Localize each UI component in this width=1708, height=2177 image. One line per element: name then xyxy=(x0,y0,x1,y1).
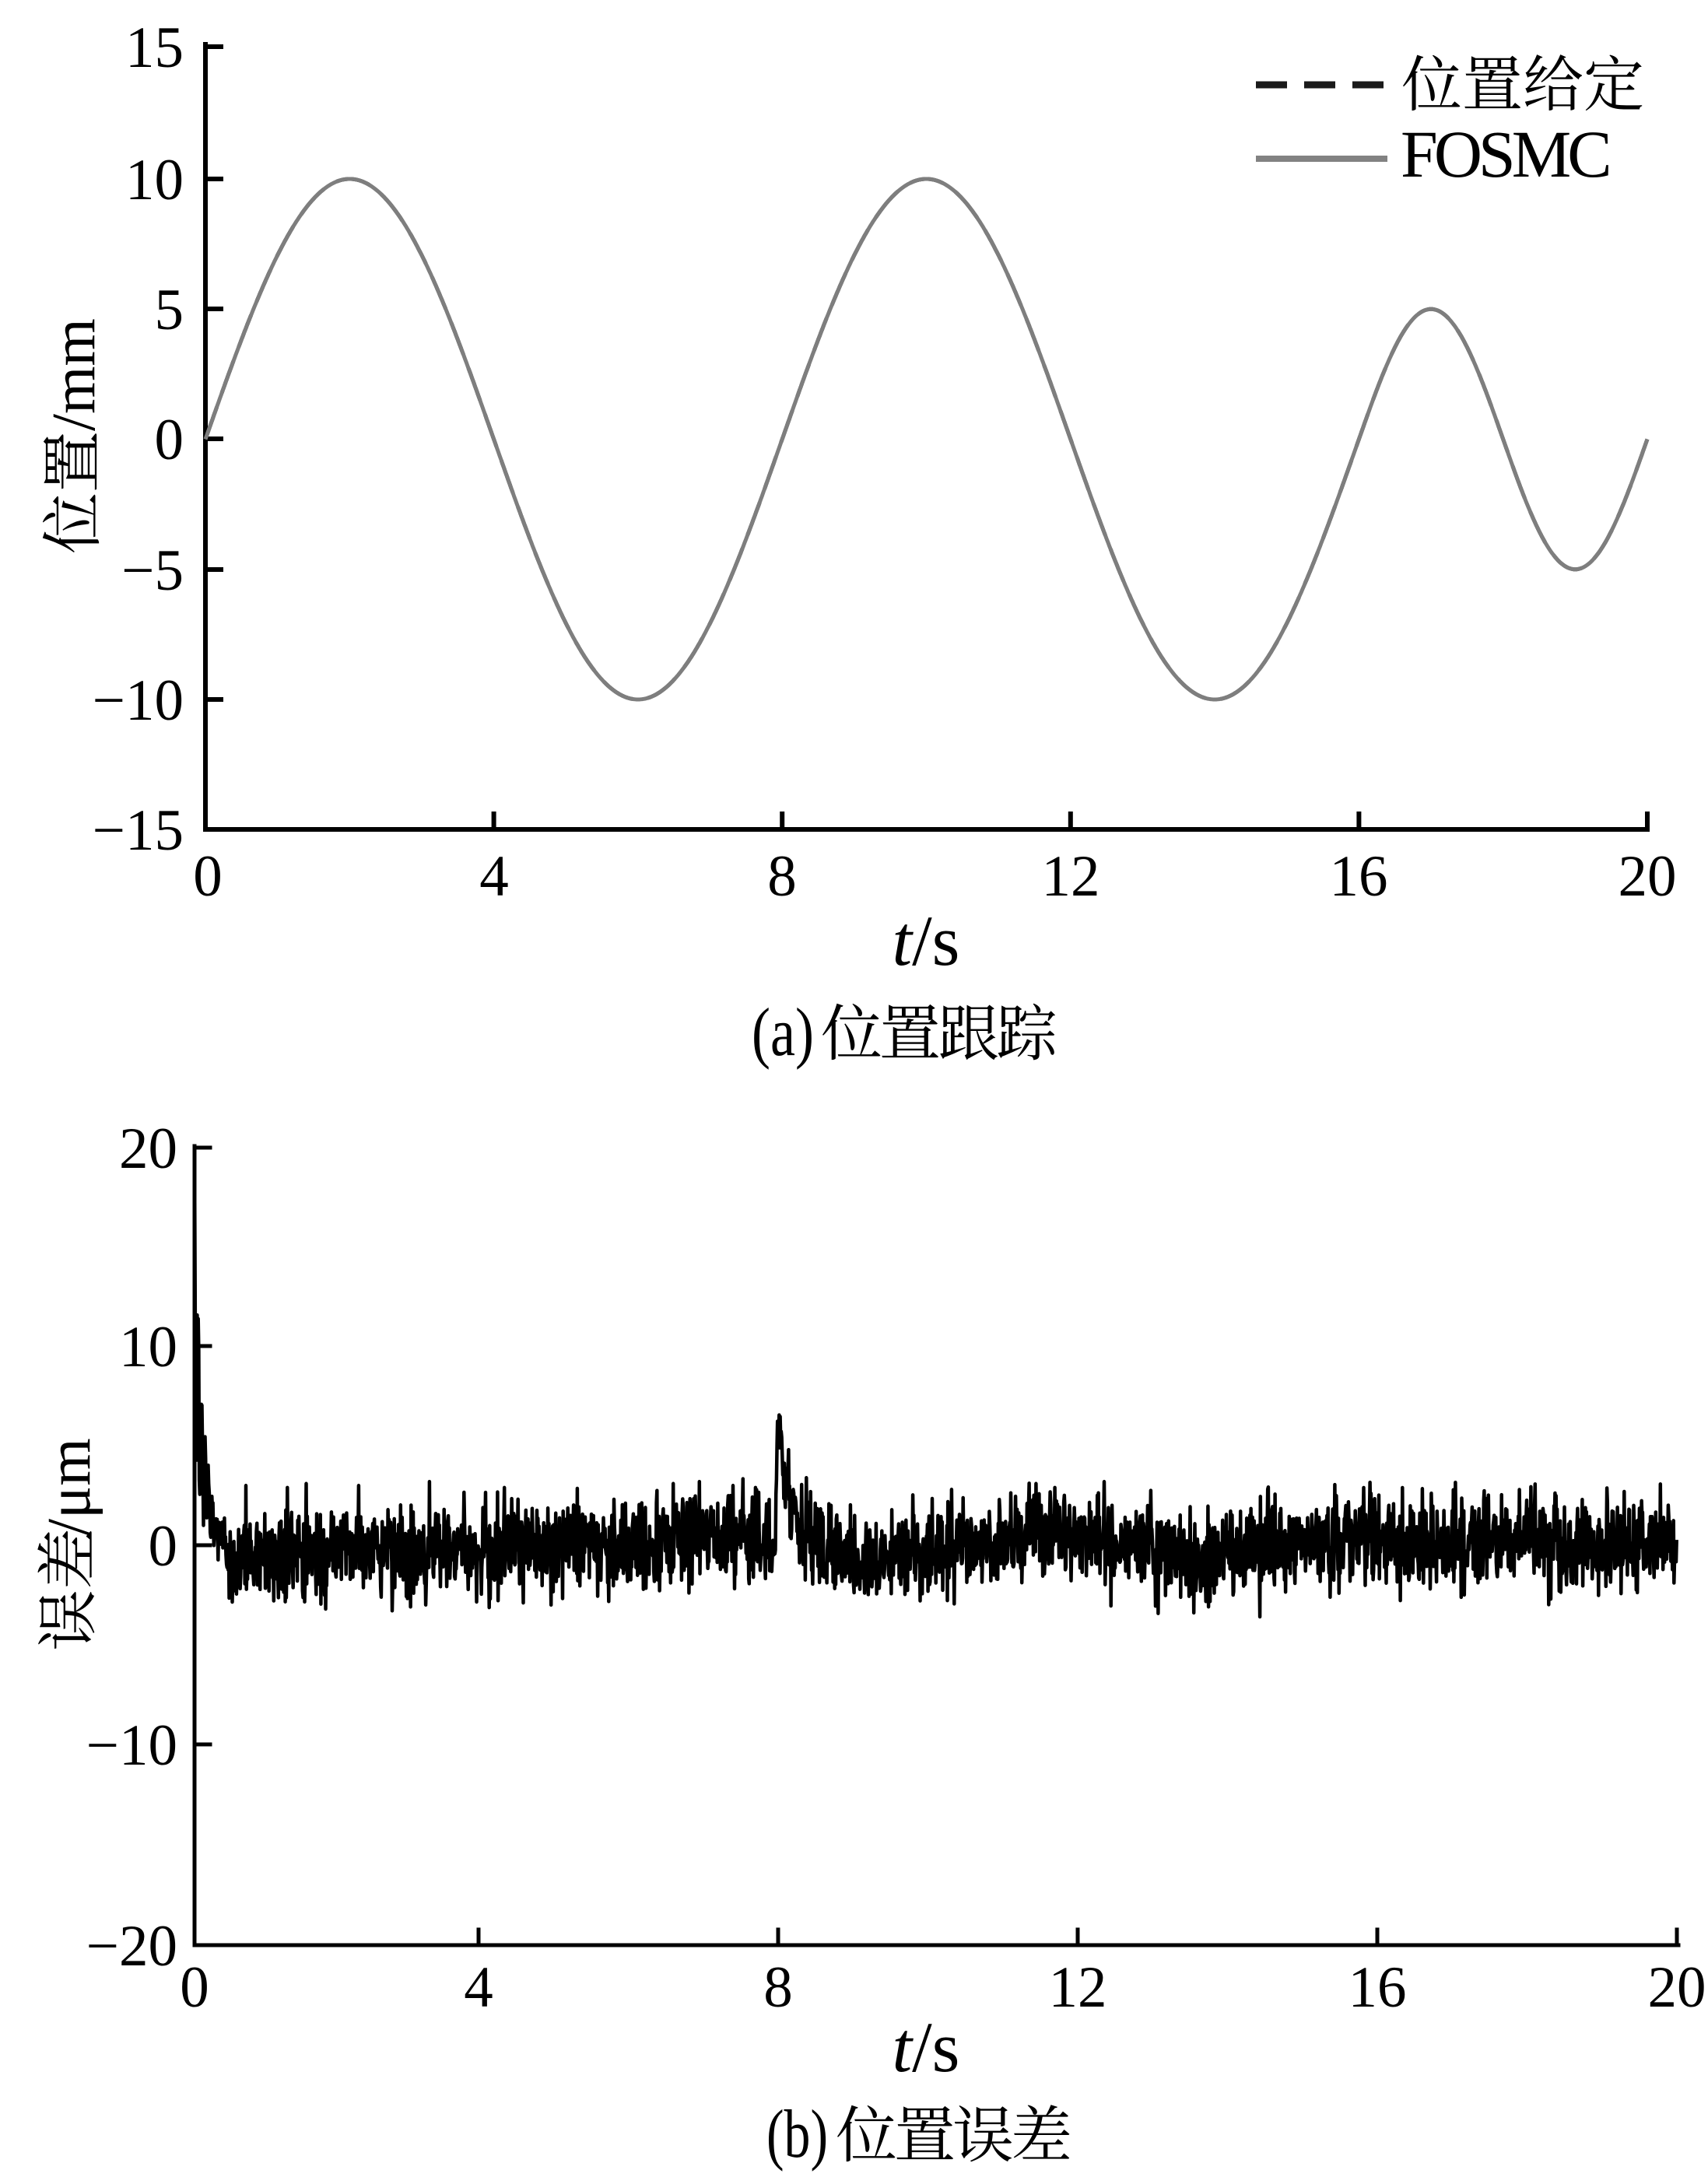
svg-text:(a): (a) xyxy=(752,995,814,1071)
svg-text:−5: −5 xyxy=(121,538,184,603)
svg-text:20: 20 xyxy=(1648,1955,1706,2020)
svg-text:FOSMC: FOSMC xyxy=(1401,117,1608,191)
svg-text:12: 12 xyxy=(1042,844,1100,909)
svg-text:−10: −10 xyxy=(86,1713,177,1778)
svg-text:8: 8 xyxy=(763,1955,793,2020)
svg-text:4: 4 xyxy=(464,1955,493,2020)
svg-text:0: 0 xyxy=(193,844,223,909)
svg-text:/μm: /μm xyxy=(36,1438,103,1536)
svg-text:8: 8 xyxy=(767,844,797,909)
svg-text:15: 15 xyxy=(125,16,184,80)
svg-text:5: 5 xyxy=(155,278,184,342)
svg-text:−15: −15 xyxy=(93,798,184,863)
svg-text:20: 20 xyxy=(1619,844,1677,909)
svg-text:16: 16 xyxy=(1330,844,1388,909)
svg-text:10: 10 xyxy=(125,148,184,212)
svg-text:−10: −10 xyxy=(93,668,184,733)
svg-text:0: 0 xyxy=(155,408,184,472)
svg-text:t/s: t/s xyxy=(893,2007,960,2087)
svg-text:0: 0 xyxy=(180,1955,209,2020)
svg-text:t/s: t/s xyxy=(893,901,960,980)
svg-text:4: 4 xyxy=(479,844,509,909)
svg-text:−20: −20 xyxy=(86,1914,177,1979)
svg-text:10: 10 xyxy=(119,1315,177,1379)
svg-text:16: 16 xyxy=(1349,1955,1407,2020)
svg-text:0: 0 xyxy=(149,1514,178,1579)
svg-text:/mm: /mm xyxy=(40,318,108,431)
svg-text:(b): (b) xyxy=(766,2097,828,2172)
svg-text:12: 12 xyxy=(1049,1955,1107,2020)
svg-text:20: 20 xyxy=(119,1117,177,1181)
